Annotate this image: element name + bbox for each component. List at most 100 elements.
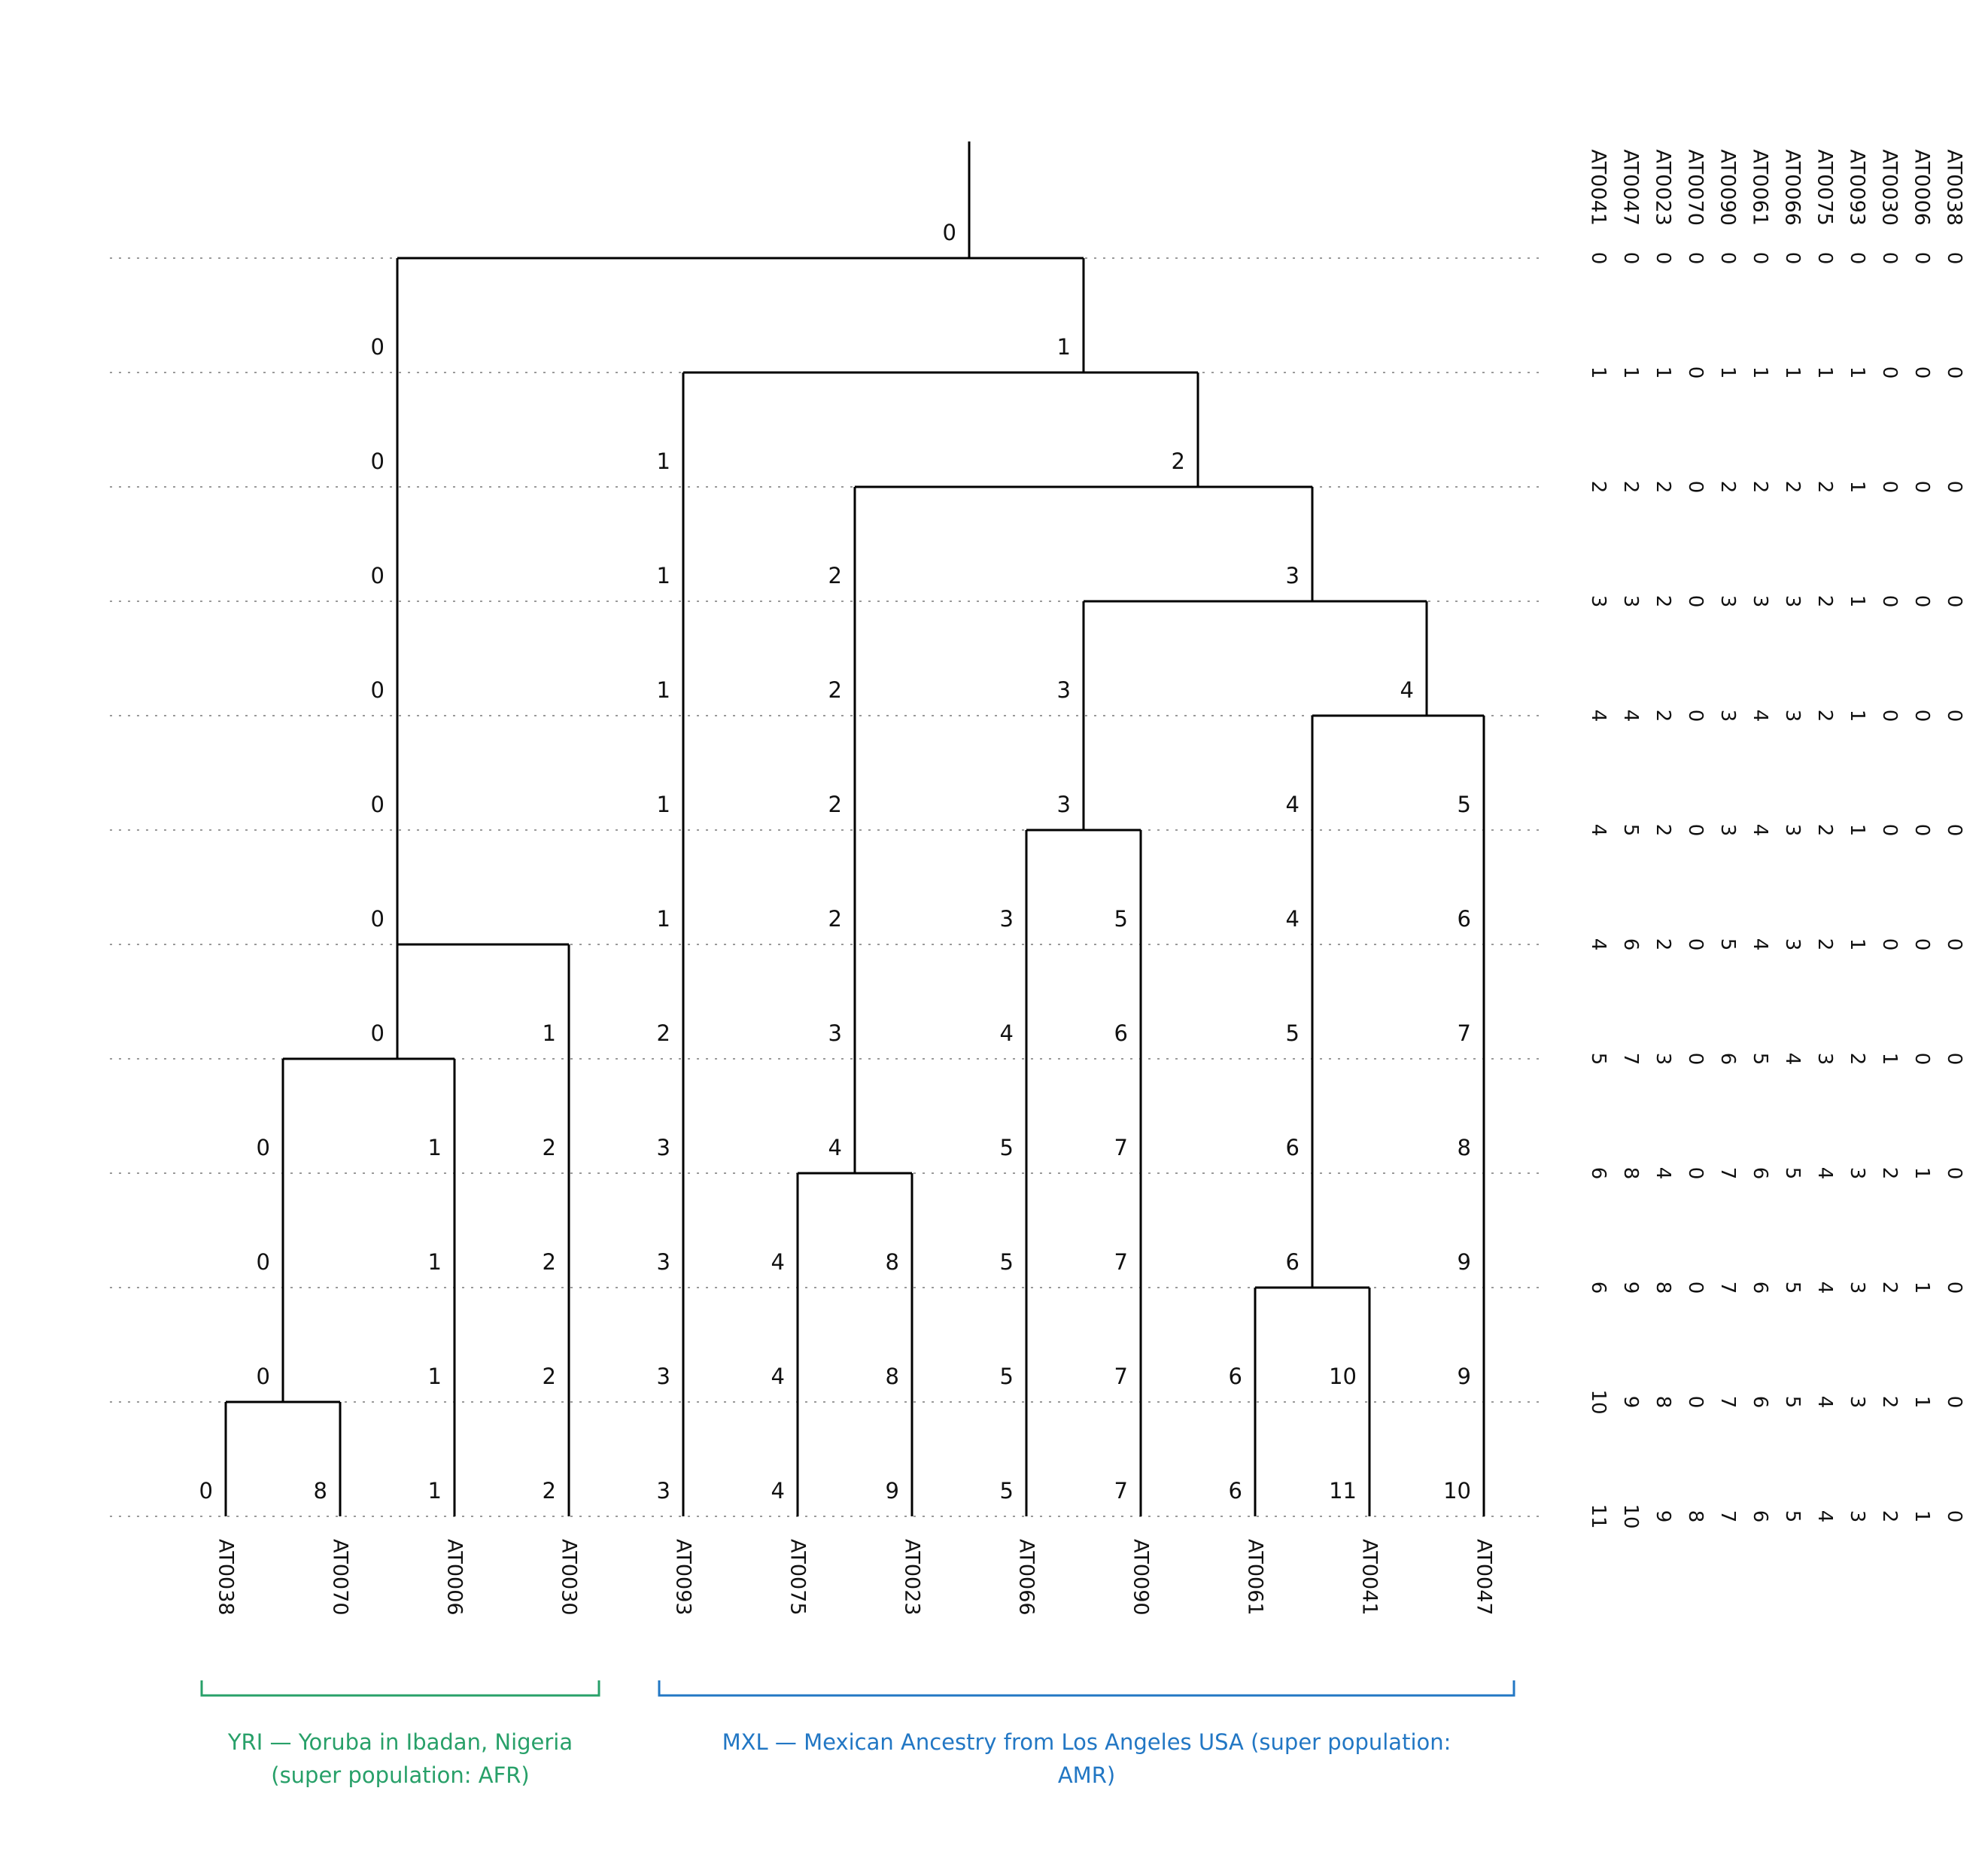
- matrix-cell: 0: [1910, 481, 1933, 494]
- cluster-id-label: 1: [543, 1020, 556, 1046]
- matrix-cell: 0: [1652, 252, 1674, 265]
- cluster-id-label: 0: [943, 220, 956, 245]
- matrix-cell: 3: [1619, 595, 1642, 608]
- matrix-cell: 1: [1910, 1510, 1933, 1523]
- matrix-cell: 0: [1943, 252, 1965, 265]
- matrix-cell: 0: [1943, 710, 1965, 722]
- matrix-cell: 2: [1878, 1167, 1901, 1180]
- matrix-cell: 2: [1813, 595, 1836, 608]
- leaf-label: AT0041: [1358, 1539, 1382, 1616]
- matrix-cell: 1: [1878, 1053, 1901, 1066]
- cluster-id-label: 5: [1000, 1478, 1014, 1504]
- matrix-cell: 0: [1910, 366, 1933, 379]
- matrix-cell: 4: [1813, 1396, 1836, 1409]
- matrix-cell: 1: [1910, 1282, 1933, 1294]
- cluster-id-label: 0: [257, 1364, 270, 1389]
- matrix-cell: 3: [1587, 595, 1610, 608]
- matrix-cell: 4: [1587, 710, 1610, 722]
- matrix-cell: 6: [1749, 1396, 1771, 1409]
- matrix-cell: 1: [1846, 595, 1868, 608]
- matrix-column-header: AT0070: [1684, 149, 1707, 226]
- matrix-cell: 6: [1749, 1510, 1771, 1523]
- cluster-id-label: 4: [1286, 792, 1299, 817]
- leaf-label: AT0061: [1244, 1539, 1267, 1616]
- matrix-column-header: AT0041: [1587, 149, 1610, 226]
- cluster-id-label: 0: [199, 1478, 213, 1504]
- matrix-cell: 0: [1878, 710, 1901, 722]
- cluster-id-label: 0: [257, 1135, 270, 1160]
- cluster-id-label: 6: [1286, 1249, 1299, 1275]
- leaf-label: AT0006: [443, 1539, 467, 1616]
- matrix-cell: 4: [1813, 1282, 1836, 1294]
- matrix-cell: 2: [1652, 710, 1674, 722]
- cluster-id-label: 0: [371, 1020, 385, 1046]
- cluster-id-label: 1: [428, 1364, 442, 1389]
- matrix-cell: 1: [1846, 481, 1868, 494]
- matrix-cell: 9: [1652, 1510, 1674, 1523]
- matrix-cell: 5: [1749, 1053, 1771, 1066]
- matrix-cell: 7: [1619, 1053, 1642, 1066]
- leaf-label: AT0066: [1015, 1539, 1038, 1616]
- matrix-cell: 3: [1813, 1053, 1836, 1066]
- cluster-id-label: 0: [371, 792, 385, 817]
- cluster-id-label: 0: [371, 334, 385, 360]
- matrix-cell: 0: [1684, 1053, 1707, 1066]
- matrix-cell: 0: [1878, 824, 1901, 837]
- matrix-cell: 4: [1781, 1053, 1804, 1066]
- matrix-cell: 2: [1813, 938, 1836, 951]
- cluster-id-label: 3: [1057, 792, 1071, 817]
- matrix-cell: 1: [1652, 366, 1674, 379]
- matrix-cell: 0: [1910, 824, 1933, 837]
- matrix-cell: 2: [1587, 481, 1610, 494]
- cluster-id-label: 4: [1000, 1020, 1014, 1046]
- matrix-cell: 0: [1943, 366, 1965, 379]
- cluster-id-label: 3: [657, 1364, 670, 1389]
- matrix-cell: 0: [1684, 710, 1707, 722]
- cluster-id-label: 1: [657, 906, 670, 932]
- matrix-cell: 5: [1716, 938, 1739, 951]
- matrix-cell: 2: [1619, 481, 1642, 494]
- matrix-cell: 0: [1684, 1282, 1707, 1294]
- cluster-id-label: 1: [428, 1135, 442, 1160]
- cluster-id-label: 1: [657, 677, 670, 703]
- matrix-cell: 6: [1749, 1282, 1771, 1294]
- matrix-cell: 1: [1716, 366, 1739, 379]
- cluster-id-label: 7: [1114, 1478, 1128, 1504]
- matrix-cell: 0: [1943, 481, 1965, 494]
- matrix-cell: 4: [1587, 824, 1610, 837]
- matrix-cell: 0: [1943, 1053, 1965, 1066]
- matrix-cell: 2: [1749, 481, 1771, 494]
- cluster-id-label: 3: [657, 1249, 670, 1275]
- leaf-label: AT0038: [214, 1539, 238, 1616]
- matrix-cell: 3: [1846, 1396, 1868, 1409]
- matrix-cell: 8: [1652, 1396, 1674, 1409]
- matrix-cell: 0: [1619, 252, 1642, 265]
- matrix-cell: 8: [1684, 1510, 1707, 1523]
- cluster-id-label: 2: [543, 1364, 556, 1389]
- matrix-column-header: AT0047: [1619, 149, 1643, 226]
- cluster-id-label: 0: [371, 449, 385, 474]
- cluster-id-label: 4: [771, 1478, 785, 1504]
- matrix-cell: 3: [1781, 595, 1804, 608]
- matrix-cell: 7: [1716, 1510, 1739, 1523]
- matrix-cell: 1: [1846, 366, 1868, 379]
- matrix-cell: 6: [1587, 1282, 1610, 1294]
- matrix-cell: 4: [1749, 824, 1771, 837]
- matrix-cell: 3: [1716, 595, 1739, 608]
- group-label: YRI — Yoruba in Ibadan, Nigeria: [227, 1729, 573, 1755]
- leaf-label: AT0030: [558, 1539, 581, 1616]
- cluster-id-label: 8: [1458, 1135, 1471, 1160]
- matrix-cell: 0: [1943, 938, 1965, 951]
- leaf-label: AT0070: [329, 1539, 352, 1616]
- matrix-cell: 1: [1846, 824, 1868, 837]
- cluster-id-label: 5: [1000, 1364, 1014, 1389]
- cluster-id-label: 2: [543, 1249, 556, 1275]
- matrix-cell: 9: [1619, 1396, 1642, 1409]
- cluster-id-label: 1: [657, 563, 670, 588]
- cluster-id-label: 8: [886, 1364, 899, 1389]
- matrix-column-header: AT0075: [1813, 149, 1837, 226]
- group-label: (super population: AFR): [271, 1762, 529, 1788]
- matrix-cell: 0: [1910, 595, 1933, 608]
- matrix-cell: 9: [1619, 1282, 1642, 1294]
- matrix-cell: 2: [1716, 481, 1739, 494]
